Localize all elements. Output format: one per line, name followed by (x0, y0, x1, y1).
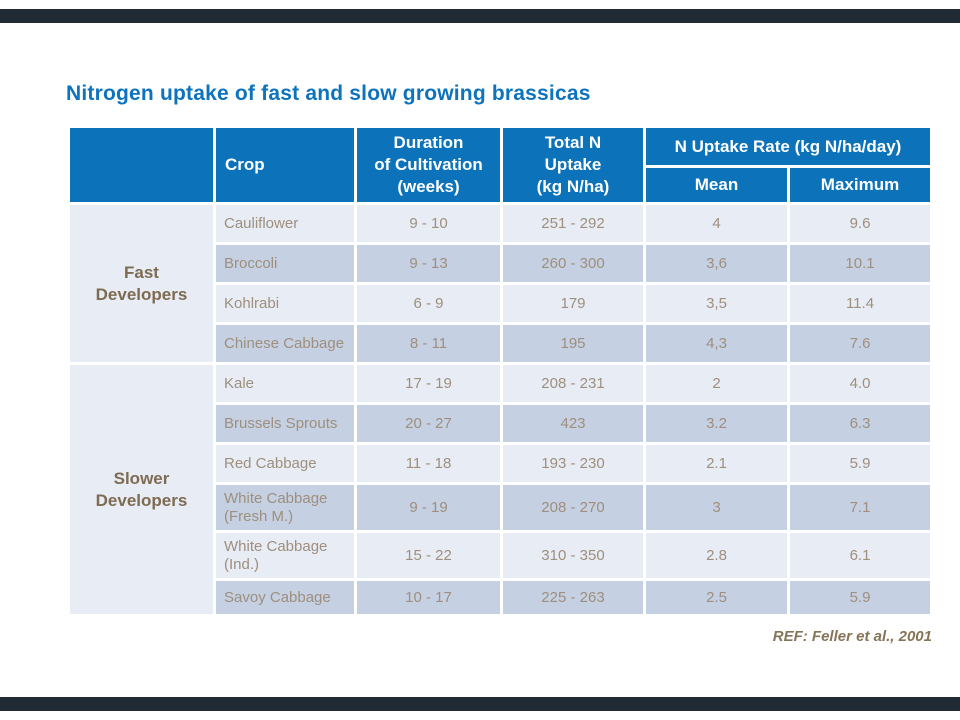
crop-name-cell: Savoy Cabbage (213, 578, 357, 617)
group-fast-line2: Developers (95, 284, 188, 304)
header-total-n-line2: Uptake (544, 155, 602, 174)
header-maximum: Maximum (787, 165, 933, 205)
top-edge-bar (0, 9, 960, 23)
total-n-cell: 423 (500, 402, 646, 445)
duration-cell: 9 - 13 (354, 242, 503, 285)
duration-cell: 10 - 17 (354, 578, 503, 617)
group-cell-fast: Fast Developers (67, 202, 216, 365)
duration-cell: 15 - 22 (354, 530, 503, 581)
mean-cell: 4 (643, 202, 790, 245)
maximum-cell: 7.6 (787, 322, 933, 365)
mean-cell: 3,5 (643, 282, 790, 325)
crop-name-cell: Brussels Sprouts (213, 402, 357, 445)
maximum-cell: 11.4 (787, 282, 933, 325)
mean-cell: 3,6 (643, 242, 790, 285)
duration-cell: 8 - 11 (354, 322, 503, 365)
crop-name-cell: White Cabbage (Fresh M.) (213, 482, 357, 533)
crop-name-cell: Broccoli (213, 242, 357, 285)
total-n-cell: 310 - 350 (500, 530, 646, 581)
header-mean: Mean (643, 165, 790, 205)
mean-cell: 4,3 (643, 322, 790, 365)
header-corner (67, 125, 216, 205)
page-title: Nitrogen uptake of fast and slow growing… (66, 82, 591, 105)
table-row: Chinese Cabbage 8 - 11 195 4,3 7.6 (69, 322, 933, 365)
maximum-cell: 5.9 (787, 442, 933, 485)
table-row: Fast Developers Cauliflower 9 - 10 251 -… (67, 202, 933, 365)
total-n-cell: 251 - 292 (500, 202, 646, 245)
maximum-cell: 7.1 (787, 482, 933, 533)
crop-name-cell: Cauliflower (213, 202, 357, 245)
brassica-table: Crop Duration of Cultivation (weeks) Tot… (67, 125, 933, 617)
maximum-cell: 4.0 (787, 362, 933, 405)
total-n-cell: 195 (500, 322, 646, 365)
mean-cell: 2 (643, 362, 790, 405)
total-n-cell: 225 - 263 (500, 578, 646, 617)
mean-cell: 3 (643, 482, 790, 533)
header-crop: Crop (213, 125, 357, 205)
crop-name-cell: Red Cabbage (213, 442, 357, 485)
total-n-cell: 260 - 300 (500, 242, 646, 285)
group-slower-line1: Slower (113, 468, 170, 488)
group-fast-line1: Fast (124, 262, 159, 282)
group-cell-slower: Slower Developers (67, 362, 216, 617)
duration-cell: 17 - 19 (354, 362, 503, 405)
header-total-n-line3: (kg N/ha) (536, 177, 610, 196)
table-row: Savoy Cabbage 10 - 17 225 - 263 2.5 5.9 (69, 578, 933, 617)
crop-name-cell: Chinese Cabbage (213, 322, 357, 365)
reference-note: REF: Feller et al., 2001 (772, 628, 932, 645)
table-row: Red Cabbage 11 - 18 193 - 230 2.1 5.9 (69, 442, 933, 485)
header-total-n-line1: Total N (544, 133, 602, 152)
table-row: White Cabbage (Ind.) 15 - 22 310 - 350 2… (69, 530, 933, 581)
maximum-cell: 6.3 (787, 402, 933, 445)
maximum-cell: 6.1 (787, 530, 933, 581)
mean-cell: 2.8 (643, 530, 790, 581)
mean-cell: 2.1 (643, 442, 790, 485)
duration-cell: 11 - 18 (354, 442, 503, 485)
table-row: Brussels Sprouts 20 - 27 423 3.2 6.3 (69, 402, 933, 445)
table-row: Broccoli 9 - 13 260 - 300 3,6 10.1 (69, 242, 933, 285)
duration-cell: 6 - 9 (354, 282, 503, 325)
maximum-cell: 9.6 (787, 202, 933, 245)
total-n-cell: 193 - 230 (500, 442, 646, 485)
mean-cell: 2.5 (643, 578, 790, 617)
header-total-n: Total N Uptake (kg N/ha) (500, 125, 646, 205)
crop-name-cell: Kohlrabi (213, 282, 357, 325)
header-duration-line3: (weeks) (397, 177, 460, 196)
total-n-cell: 208 - 231 (500, 362, 646, 405)
duration-cell: 9 - 10 (354, 202, 503, 245)
header-duration-line2: of Cultivation (374, 155, 483, 174)
table-row: White Cabbage (Fresh M.) 9 - 19 208 - 27… (69, 482, 933, 533)
maximum-cell: 10.1 (787, 242, 933, 285)
duration-cell: 20 - 27 (354, 402, 503, 445)
duration-cell: 9 - 19 (354, 482, 503, 533)
group-slower-line2: Developers (95, 490, 188, 510)
total-n-cell: 208 - 270 (500, 482, 646, 533)
crop-name-cell: White Cabbage (Ind.) (213, 530, 357, 581)
mean-cell: 3.2 (643, 402, 790, 445)
crop-name-cell: Kale (213, 362, 357, 405)
header-uptake-rate: N Uptake Rate (kg N/ha/day) (643, 125, 933, 168)
header-duration-line1: Duration (393, 133, 464, 152)
header-duration: Duration of Cultivation (weeks) (354, 125, 503, 205)
table-row: Kohlrabi 6 - 9 179 3,5 11.4 (69, 282, 933, 325)
maximum-cell: 5.9 (787, 578, 933, 617)
total-n-cell: 179 (500, 282, 646, 325)
table-row: Slower Developers Kale 17 - 19 208 - 231… (67, 362, 933, 617)
bottom-edge-bar (0, 697, 960, 711)
